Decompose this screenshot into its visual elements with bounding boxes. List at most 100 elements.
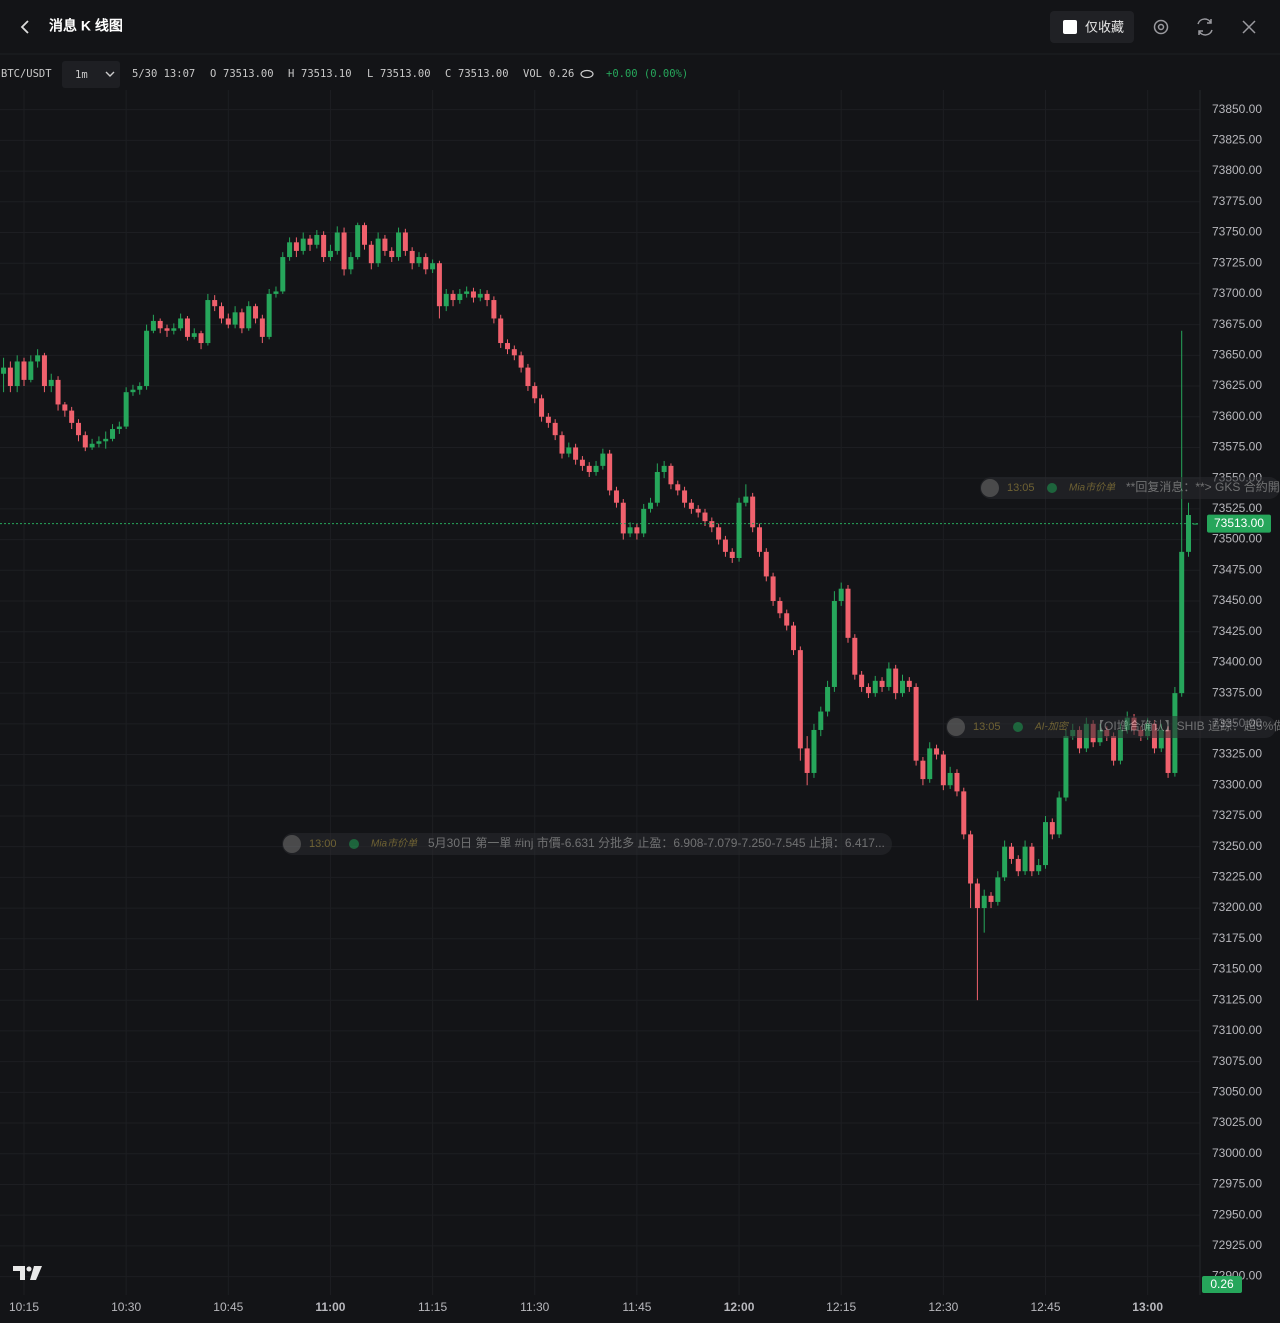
candle-body <box>750 496 756 528</box>
message-author: AI-加密 <box>1034 721 1070 733</box>
candle-body <box>695 508 701 513</box>
candle-body <box>327 250 333 258</box>
candle-body <box>593 465 599 473</box>
interval: 1m <box>75 69 88 81</box>
y-tick-label: 73625.00 <box>1212 378 1262 392</box>
settings-icon[interactable] <box>1153 19 1169 35</box>
candle-body <box>641 508 647 534</box>
checkbox[interactable] <box>1063 20 1077 34</box>
candle-body <box>804 748 810 773</box>
candle-body <box>259 318 265 337</box>
candle-body <box>28 361 34 380</box>
last-price-box <box>1207 514 1271 533</box>
y-tick-label: 73125.00 <box>1212 992 1262 1006</box>
candle-body <box>934 748 940 755</box>
candle-body <box>1002 846 1008 878</box>
candle-body <box>974 883 980 909</box>
message-time: 13:00 <box>309 838 337 850</box>
candle-body <box>130 389 136 393</box>
y-tick-label: 72925.00 <box>1212 1238 1262 1252</box>
open-value: 73513.00 <box>223 68 274 80</box>
candle-body <box>825 686 831 712</box>
candle-body <box>648 502 654 509</box>
candle-body <box>137 386 143 390</box>
candle-body <box>178 318 184 329</box>
close-label: C <box>445 68 451 80</box>
x-tick-label: 11:45 <box>622 1300 651 1314</box>
candle-body <box>423 257 429 270</box>
candle-body <box>477 293 483 298</box>
candle-body <box>362 225 367 245</box>
toggle-label: 仅收藏 <box>1085 19 1124 34</box>
y-tick-label: 73375.00 <box>1212 685 1262 699</box>
y-tick-label: 73075.00 <box>1212 1054 1262 1068</box>
y-tick-label: 73725.00 <box>1212 255 1262 269</box>
page-title: 消息 K 线图 <box>49 18 123 34</box>
candle-body <box>239 312 245 329</box>
candle-body <box>348 257 354 270</box>
bar-time: 5/30 13:07 <box>132 68 195 80</box>
candle-body <box>157 320 163 329</box>
close-icon[interactable] <box>1242 20 1256 34</box>
message-bg <box>980 477 1280 499</box>
message-avatar <box>283 835 301 853</box>
candle-body <box>988 895 994 902</box>
candle-body <box>484 293 490 301</box>
y-tick-label: 73500.00 <box>1212 532 1262 546</box>
candle-body <box>470 291 476 298</box>
symbol: BTC/USDT <box>1 68 52 80</box>
candle-body <box>743 496 749 503</box>
y-tick-label: 72950.00 <box>1212 1207 1262 1221</box>
message-text: **回复消息：**> GKS 合約開 <box>1126 479 1280 494</box>
message-dot <box>1013 722 1023 732</box>
eye-icon[interactable] <box>580 69 594 79</box>
candle-body <box>688 502 694 509</box>
y-tick-label: 72975.00 <box>1212 1177 1262 1191</box>
candle-body <box>1186 515 1192 552</box>
candle-body <box>831 600 837 687</box>
candle-body <box>995 877 1001 902</box>
message-dot <box>1047 483 1057 493</box>
y-tick-label: 73475.00 <box>1212 562 1262 576</box>
candle-body <box>607 453 613 491</box>
back-icon[interactable] <box>20 20 29 34</box>
y-tick-label: 73100.00 <box>1212 1023 1262 1037</box>
logo-part <box>13 1266 25 1280</box>
candle-body <box>722 539 728 552</box>
candle-body <box>1015 858 1021 872</box>
candle-body <box>307 238 313 245</box>
candle-body <box>218 306 224 319</box>
candle-body <box>838 588 844 601</box>
favorites-toggle[interactable]: 仅收藏 <box>1050 11 1134 43</box>
y-tick-label: 73325.00 <box>1212 747 1262 761</box>
candle-body <box>35 355 41 362</box>
interval-box[interactable] <box>62 61 120 88</box>
y-tick-label: 73300.00 <box>1212 777 1262 791</box>
tv-logo <box>13 1266 42 1280</box>
candle-body <box>150 320 156 331</box>
y-tick-label: 73600.00 <box>1212 409 1262 423</box>
candle-body <box>784 613 790 626</box>
candle-body <box>579 459 585 466</box>
y-tick-label: 73225.00 <box>1212 870 1262 884</box>
candle-body <box>940 754 946 786</box>
candle-body <box>1029 846 1035 872</box>
candle-body <box>280 257 286 292</box>
candle-body <box>668 465 674 485</box>
y-tick-label: 73775.00 <box>1212 194 1262 208</box>
candle-body <box>545 416 551 423</box>
y-tick-label: 73700.00 <box>1212 286 1262 300</box>
candle-body <box>212 300 218 307</box>
candle-body <box>682 490 688 503</box>
y-tick-label: 73675.00 <box>1212 317 1262 331</box>
candle-body <box>675 484 681 491</box>
candle-body <box>232 312 238 325</box>
y-tick-label: 73200.00 <box>1212 900 1262 914</box>
refresh-icon[interactable] <box>1197 18 1213 36</box>
message-avatar <box>947 718 965 736</box>
candle-body <box>729 551 735 558</box>
toggle-box <box>1050 11 1134 43</box>
y-tick-label: 73825.00 <box>1212 133 1262 147</box>
low-value: 73513.00 <box>380 68 431 80</box>
